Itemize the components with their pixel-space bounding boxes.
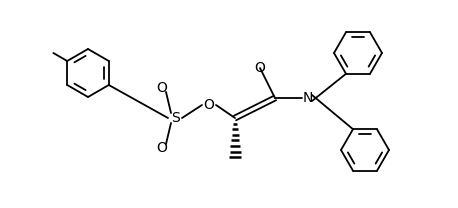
Text: N: N xyxy=(303,91,313,105)
Text: O: O xyxy=(157,141,168,155)
Text: S: S xyxy=(171,111,180,125)
Text: O: O xyxy=(157,81,168,95)
Text: O: O xyxy=(255,61,266,75)
Text: O: O xyxy=(203,98,214,112)
